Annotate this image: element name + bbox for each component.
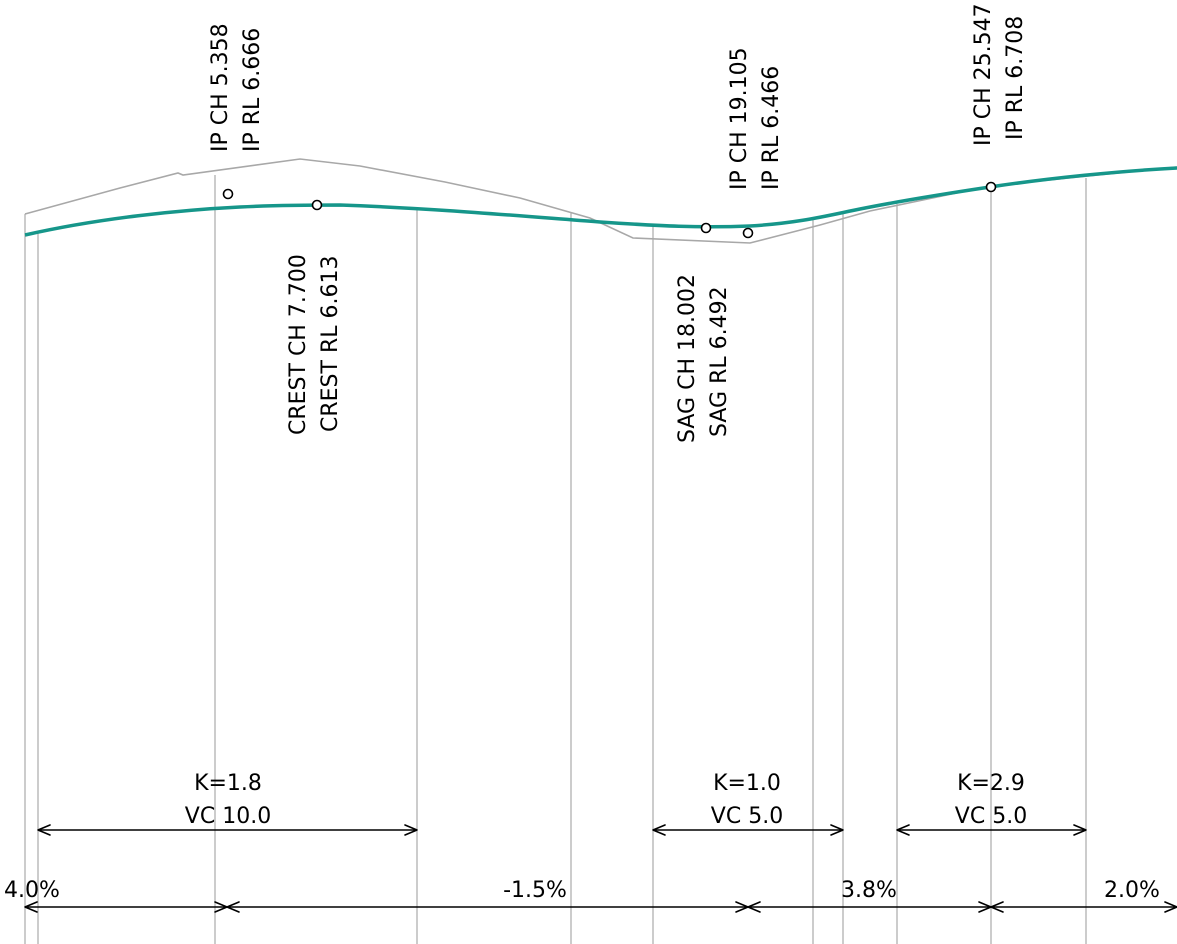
grade-label-3: 3.8% [841, 878, 897, 903]
crest-level: CREST RL 6.613 [318, 256, 343, 432]
ip3-level: IP RL 6.708 [1003, 16, 1028, 140]
sag-chainage: SAG CH 18.002 [675, 274, 700, 443]
vc3-length: VC 5.0 [955, 804, 1027, 829]
ip3-chainage: IP CH 25.547 [971, 3, 996, 146]
vc2-k-value: K=1.0 [713, 771, 781, 796]
ip2-chainage: IP CH 19.105 [727, 47, 752, 190]
arrow-head-right [404, 824, 418, 836]
arrow-head-right [830, 824, 844, 836]
grade-label-4: 2.0% [1104, 878, 1160, 903]
grade-label-1: 4.0% [4, 878, 60, 903]
existing-ground-line [24, 158, 1177, 244]
ip-marker [222, 188, 234, 200]
arrow-head-right [1164, 901, 1177, 913]
arrow-head-left [652, 824, 666, 836]
arrow-head-tick [226, 901, 240, 913]
vertical-curve-1-labels: K=1.8 VC 10.0 [185, 771, 271, 829]
vc2-dimension-line [652, 824, 844, 836]
grade-dimension-line [24, 901, 1177, 913]
reference-lines [24, 175, 1087, 944]
vc1-dimension-line [37, 824, 418, 836]
vertical-curve-2-labels: K=1.0 VC 5.0 [711, 771, 783, 829]
vc2-length: VC 5.0 [711, 804, 783, 829]
point-markers [222, 181, 997, 239]
grade-label-2: -1.5% [503, 878, 567, 903]
arrow-head-left [37, 824, 51, 836]
ip1-chainage: IP CH 5.358 [208, 23, 233, 152]
ip-marker [742, 227, 754, 239]
arrow-head-left [24, 901, 38, 913]
grade-labels: 4.0% -1.5% 3.8% 2.0% [4, 878, 1160, 903]
arrow-head-right [1073, 824, 1087, 836]
sag-marker [700, 222, 712, 234]
arrow-head-tick [747, 901, 761, 913]
arrow-head-left [896, 824, 910, 836]
crest-annotation: CREST CH 7.700 CREST RL 6.613 [286, 254, 343, 435]
design-profile-line [24, 166, 1177, 237]
ip3-annotation: IP CH 25.547 IP RL 6.708 [971, 3, 1028, 146]
ip-marker [985, 181, 997, 193]
ip2-level: IP RL 6.466 [759, 66, 784, 190]
crest-marker [311, 199, 323, 211]
ip2-annotation: IP CH 19.105 IP RL 6.466 [727, 47, 784, 190]
vertical-curve-3-labels: K=2.9 VC 5.0 [955, 771, 1027, 829]
vc1-k-value: K=1.8 [194, 771, 262, 796]
vc3-k-value: K=2.9 [957, 771, 1025, 796]
vc3-dimension-line [896, 824, 1087, 836]
vertical-curve-dimensions [37, 824, 1087, 836]
crest-chainage: CREST CH 7.700 [286, 254, 311, 435]
arrow-head-tick [990, 901, 1004, 913]
sag-annotation: SAG CH 18.002 SAG RL 6.492 [675, 274, 732, 443]
ip1-annotation: IP CH 5.358 IP RL 6.666 [208, 23, 265, 152]
ip1-level: IP RL 6.666 [240, 28, 265, 152]
sag-level: SAG RL 6.492 [707, 286, 732, 437]
vc1-length: VC 10.0 [185, 804, 271, 829]
